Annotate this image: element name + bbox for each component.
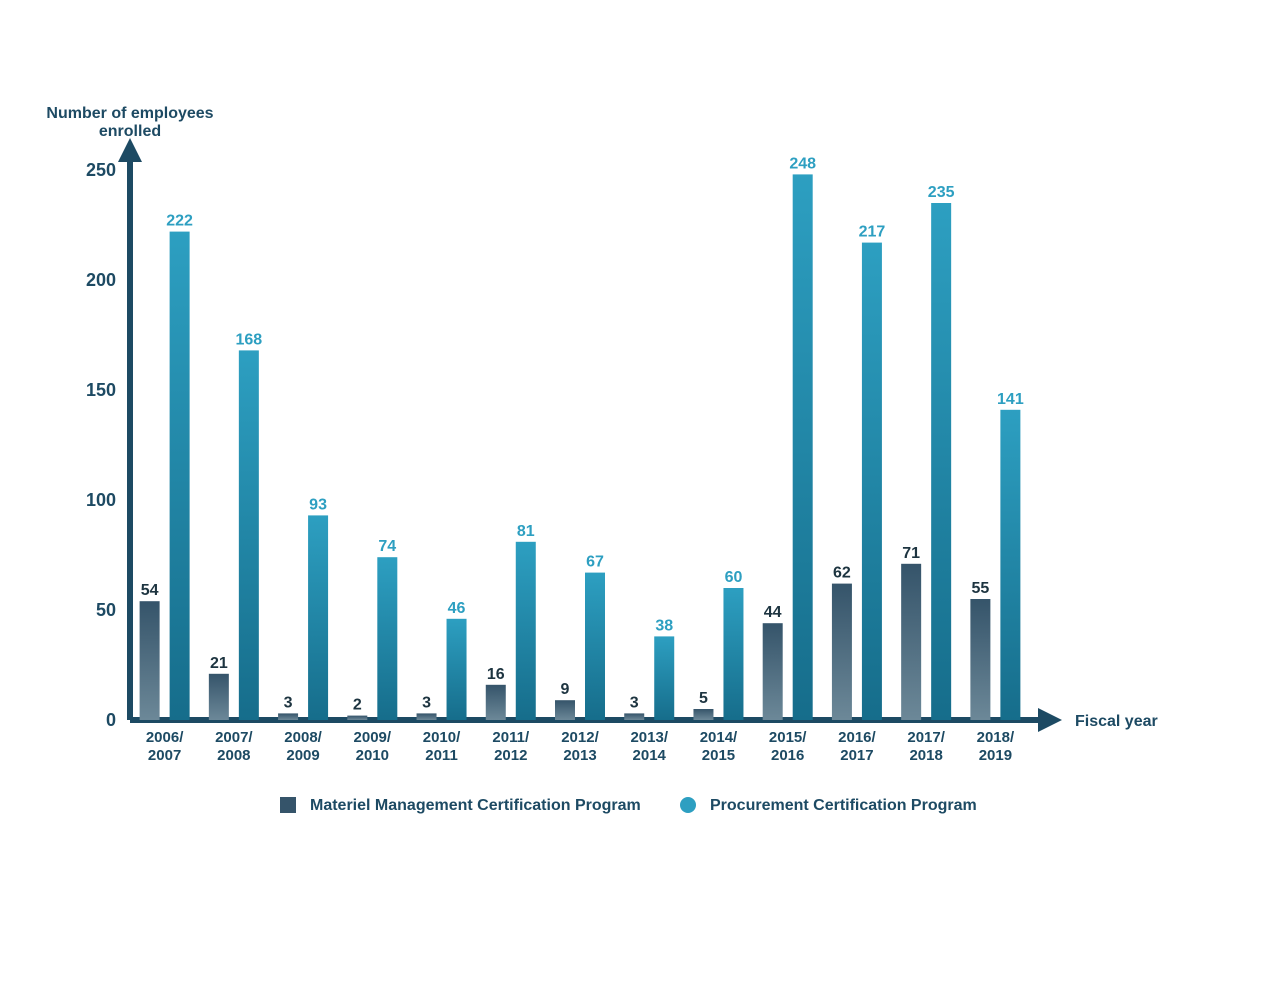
bar-value-label: 217 (859, 224, 886, 241)
enrollment-bar-chart: Number of employeesenrolled Fiscal year 0 5… (0, 0, 1280, 989)
chart-svg: Number of employeesenrolled Fiscal year 0 5… (0, 0, 1280, 989)
bar-value-label: 55 (971, 580, 989, 597)
bar-value-label: 3 (422, 694, 431, 711)
category-label-line2: 2009 (286, 747, 319, 764)
category-label-line1: 2006/ (146, 729, 184, 746)
bar-value-label: 5 (699, 690, 708, 707)
bar-value-label: 71 (902, 545, 920, 562)
legend-label-procurement: Procurement Certification Program (710, 797, 977, 814)
bar-value-label: 74 (378, 538, 396, 555)
category-label-line2: 2011 (425, 747, 458, 764)
y-tick-label: 250 (86, 160, 116, 180)
category-label-line2: 2010 (356, 747, 389, 764)
category-label-line1: 2015/ (769, 729, 807, 746)
bar-procurement (308, 515, 328, 720)
bar-value-label: 54 (141, 582, 159, 599)
bar-value-label: 235 (928, 184, 955, 201)
legend-label-materiel: Materiel Management Certification Progra… (310, 797, 641, 814)
bar-value-label: 21 (210, 655, 228, 672)
bar-value-label: 168 (235, 331, 262, 348)
bar-value-label: 141 (997, 391, 1024, 408)
bar-procurement (377, 557, 397, 720)
bar-value-label: 62 (833, 565, 851, 582)
category-label-line2: 2018 (909, 747, 942, 764)
category-label-line1: 2010/ (423, 729, 461, 746)
bar-procurement (447, 619, 467, 720)
bar-value-label: 248 (789, 155, 816, 172)
bar-value-label: 2 (353, 697, 362, 714)
y-axis-title-line2: enrolled (99, 123, 161, 140)
bar-procurement (1000, 410, 1020, 720)
bar-value-label: 93 (309, 496, 327, 513)
bar-value-label: 67 (586, 554, 604, 571)
bar-procurement (654, 636, 674, 720)
bar-procurement (793, 174, 813, 720)
bar-procurement (516, 542, 536, 720)
y-tick-label: 100 (86, 490, 116, 510)
bar-materiel (555, 700, 575, 720)
y-tick-label: 0 (106, 710, 116, 730)
bar-value-label: 16 (487, 666, 505, 683)
category-label-line1: 2011/ (492, 729, 530, 746)
category-label-line1: 2014/ (700, 729, 738, 746)
bar-procurement (862, 243, 882, 720)
bar-materiel (278, 713, 298, 720)
bar-procurement (585, 573, 605, 720)
bar-value-label: 46 (448, 600, 466, 617)
bar-procurement (239, 350, 259, 720)
bar-value-label: 81 (517, 523, 535, 540)
category-label-line2: 2016 (771, 747, 804, 764)
x-axis-title: Fiscal year (1075, 713, 1158, 730)
y-tick-label: 50 (96, 600, 116, 620)
category-label-line2: 2017 (840, 747, 873, 764)
y-tick-label: 200 (86, 270, 116, 290)
bar-value-label: 3 (284, 694, 293, 711)
bar-materiel (347, 716, 367, 720)
category-label-line1: 2016/ (838, 729, 876, 746)
bar-value-label: 60 (725, 569, 743, 586)
category-label-line2: 2019 (979, 747, 1012, 764)
bar-procurement (723, 588, 743, 720)
bar-materiel (901, 564, 921, 720)
category-label-line1: 2018/ (977, 729, 1015, 746)
bar-value-label: 3 (630, 694, 639, 711)
bar-procurement (170, 232, 190, 720)
category-label-line2: 2013 (563, 747, 596, 764)
bar-procurement (931, 203, 951, 720)
category-label-line1: 2017/ (907, 729, 945, 746)
category-label-line1: 2007/ (215, 729, 253, 746)
bar-value-label: 9 (561, 681, 570, 698)
y-tick-label: 150 (86, 380, 116, 400)
bar-value-label: 38 (655, 617, 673, 634)
bar-value-label: 222 (166, 213, 193, 230)
legend-marker-circle (680, 797, 696, 813)
category-label-line1: 2009/ (354, 729, 392, 746)
category-label-line2: 2012 (494, 747, 527, 764)
bar-materiel (486, 685, 506, 720)
category-label-line1: 2013/ (630, 729, 668, 746)
bar-value-label: 44 (764, 604, 782, 621)
legend-marker-square (280, 797, 296, 813)
category-label-line2: 2008 (217, 747, 250, 764)
category-label-line2: 2015 (702, 747, 735, 764)
bar-materiel (832, 584, 852, 720)
category-label-line2: 2007 (148, 747, 181, 764)
bar-materiel (970, 599, 990, 720)
bar-materiel (209, 674, 229, 720)
bar-materiel (763, 623, 783, 720)
bar-materiel (417, 713, 437, 720)
bar-materiel (624, 713, 644, 720)
category-label-line1: 2008/ (284, 729, 322, 746)
bar-materiel (140, 601, 160, 720)
category-label-line1: 2012/ (561, 729, 599, 746)
category-label-line2: 2014 (633, 747, 667, 764)
y-axis-title-line1: Number of employees (46, 105, 213, 122)
bar-materiel (693, 709, 713, 720)
